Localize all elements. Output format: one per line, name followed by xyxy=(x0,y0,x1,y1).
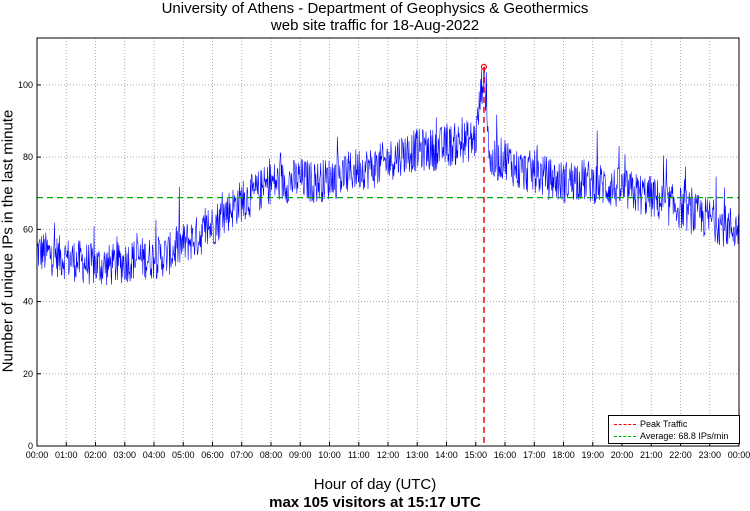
x-tick-label: 00:00 xyxy=(26,450,49,460)
legend-average-swatch xyxy=(614,435,636,437)
x-tick-label: 16:00 xyxy=(494,450,517,460)
x-tick-label: 21:00 xyxy=(640,450,663,460)
x-tick-label: 01:00 xyxy=(55,450,78,460)
y-tick-label: 100 xyxy=(18,80,33,90)
traffic-series-line xyxy=(36,66,740,286)
x-tick-label: 00:00 xyxy=(728,450,750,460)
peak-marker xyxy=(480,63,488,70)
x-tick-label: 22:00 xyxy=(669,450,692,460)
x-tick-label: 11:00 xyxy=(348,450,370,460)
x-tick-label: 04:00 xyxy=(143,450,166,460)
x-tick-label: 06:00 xyxy=(201,450,224,460)
x-axis-label: Hour of day (UTC) xyxy=(313,476,437,493)
y-tick-label: 60 xyxy=(23,224,33,234)
x-tick-label: 10:00 xyxy=(318,450,341,460)
legend-peak-swatch xyxy=(614,423,636,425)
peak-summary: max 105 visitors at 15:17 UTC xyxy=(269,494,481,511)
y-tick-label: 40 xyxy=(23,297,33,307)
legend-average: Average: 68.8 IPs/min xyxy=(614,430,728,442)
x-tick-label: 09:00 xyxy=(289,450,312,460)
x-tick-label: 15:00 xyxy=(464,450,487,460)
x-tick-label: 17:00 xyxy=(523,450,546,460)
x-tick-label: 12:00 xyxy=(377,450,400,460)
y-tick-label: 20 xyxy=(23,369,33,379)
y-tick-label: 0 xyxy=(28,441,33,451)
legend-peak-label: Peak Traffic xyxy=(640,419,688,429)
x-tick-label: 13:00 xyxy=(406,450,429,460)
legend: Peak Traffic Average: 68.8 IPs/min xyxy=(608,415,740,444)
x-tick-label: 02:00 xyxy=(84,450,107,460)
x-tick-label: 23:00 xyxy=(698,450,721,460)
x-tick-label: 14:00 xyxy=(435,450,458,460)
y-axis-label: Number of unique IPs in the last minute xyxy=(0,109,17,373)
legend-peak: Peak Traffic xyxy=(614,418,687,430)
plot-frame xyxy=(36,37,740,447)
x-tick-label: 19:00 xyxy=(581,450,604,460)
chart-title: University of Athens - Department of Geo… xyxy=(161,0,589,17)
x-tick-label: 18:00 xyxy=(552,450,575,460)
x-tick-label: 08:00 xyxy=(260,450,283,460)
legend-average-label: Average: 68.8 IPs/min xyxy=(640,431,729,441)
y-tick-label: 80 xyxy=(23,152,33,162)
chart-subtitle: web site traffic for 18-Aug-2022 xyxy=(270,17,480,34)
x-tick-label: 07:00 xyxy=(230,450,253,460)
x-tick-label: 03:00 xyxy=(113,450,136,460)
x-tick-label: 20:00 xyxy=(611,450,634,460)
x-tick-label: 05:00 xyxy=(172,450,195,460)
